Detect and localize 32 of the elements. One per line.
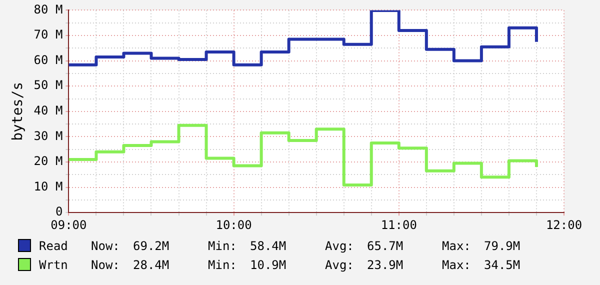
y-tick-label: 10 M	[34, 179, 63, 194]
y-tick-label: 60 M	[34, 52, 63, 67]
y-tick-label: 70 M	[34, 28, 63, 42]
text: Avg:	[325, 238, 355, 252]
y-tick-label: 20 M	[34, 154, 63, 168]
y-tick-label: 30 M	[34, 128, 63, 143]
text: Max:	[442, 258, 472, 272]
x-tick-label: 11:00	[380, 218, 417, 232]
text: Avg:	[325, 258, 355, 272]
text: Now:	[91, 238, 121, 252]
text: Now:	[91, 258, 121, 272]
text: Max:	[442, 238, 472, 252]
text: 34.5M	[484, 258, 522, 272]
x-tick-label: 10:00	[216, 218, 252, 232]
y-axis-title: bytes/s	[10, 82, 26, 141]
y-tick-label: 80 M	[34, 2, 63, 16]
x-tick-label: 09:00	[50, 218, 87, 232]
legend-label: Read	[39, 238, 69, 252]
text: 23.9M	[367, 258, 404, 272]
text: Min:	[208, 238, 238, 252]
text: 79.9M	[484, 238, 522, 252]
y-tick-label: 50 M	[34, 78, 63, 92]
text: 69.2M	[133, 238, 170, 252]
y-tick-label: 0	[55, 204, 63, 219]
text: Min:	[208, 258, 238, 272]
text: 28.4M	[133, 258, 170, 272]
x-tick-label: 12:00	[546, 218, 582, 232]
text: 58.4M	[250, 238, 288, 252]
text: 65.7M	[367, 238, 404, 252]
legend-label: Wrtn	[39, 258, 69, 272]
text: 10.9M	[250, 258, 288, 272]
y-tick-label: 40 M	[34, 104, 63, 118]
